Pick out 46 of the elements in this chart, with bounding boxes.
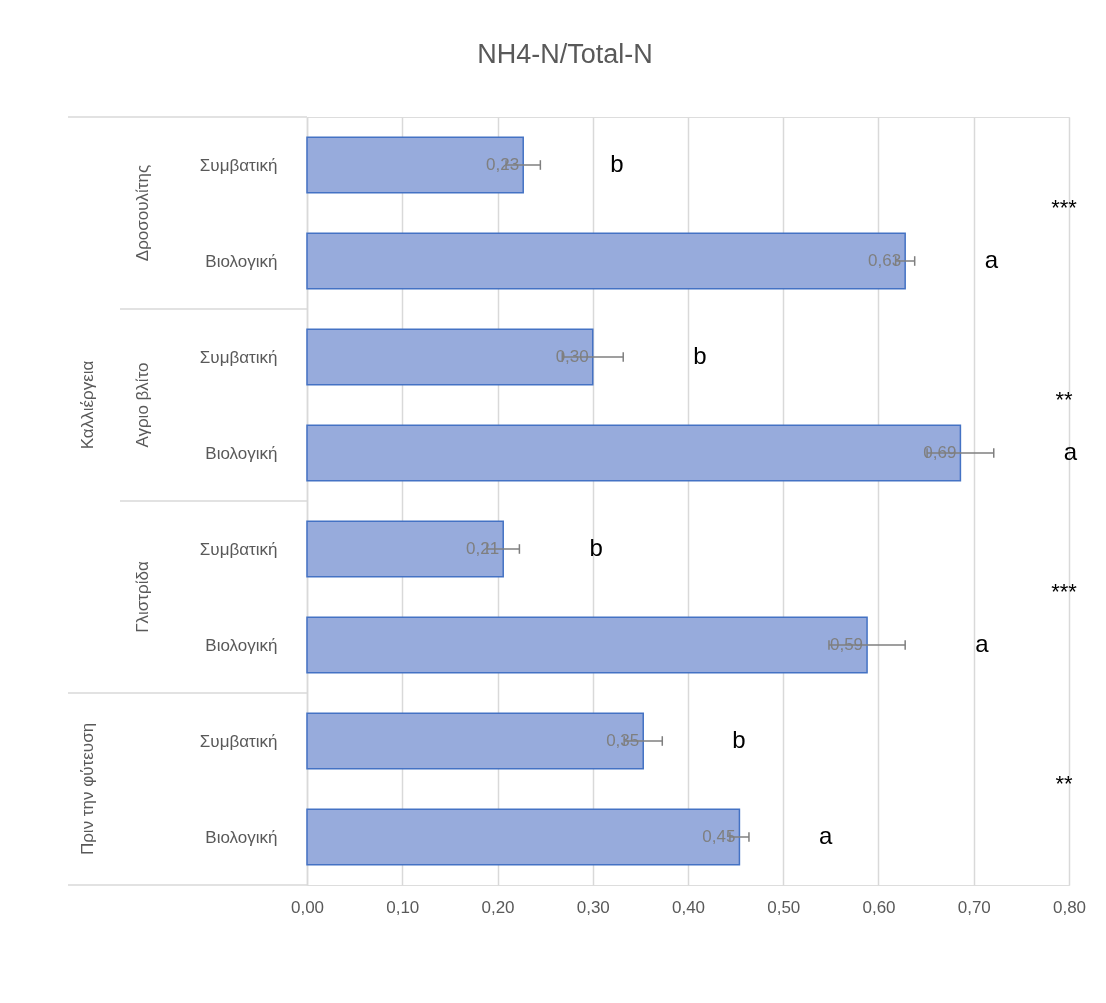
annotation: b: [693, 342, 707, 369]
text: Δροσουλίτης: [133, 164, 152, 262]
bar: [306, 232, 906, 290]
bar: [306, 136, 524, 194]
x-tick-label: 0,50: [767, 897, 801, 917]
x-tick-label: 0,00: [290, 897, 325, 917]
annotation: b: [732, 726, 746, 753]
annotation: b: [589, 534, 603, 561]
x-tick-label: 0,20: [481, 897, 515, 917]
bar: [306, 328, 594, 386]
annotation: a: [818, 822, 833, 849]
x-tick-label: 0,70: [957, 897, 991, 917]
annotation: a: [984, 246, 999, 273]
y-tick-label: Συμβατική: [199, 155, 278, 175]
text: Αγριο βλίτο: [133, 362, 152, 448]
x-tick-label: 0,10: [386, 897, 420, 917]
x-tick-label: 0,80: [1052, 897, 1087, 917]
y-tick-label: Βιολογική: [205, 251, 278, 271]
text: Γλιστρίδα: [133, 561, 152, 633]
x-tick-label: 0,40: [671, 897, 706, 917]
y-tick-label: Βιολογική: [205, 635, 278, 655]
text: Πριν την φύτευση: [78, 722, 97, 856]
annotation: a: [975, 630, 990, 657]
bar: [306, 520, 504, 578]
bar: [306, 424, 962, 482]
y-tick-label: Συμβατική: [199, 539, 278, 559]
annotation: ***: [1051, 579, 1078, 605]
data-label: 0,23: [486, 155, 520, 174]
bar: [306, 808, 741, 866]
y-tick-label: Συμβατική: [199, 731, 278, 751]
annotation: **: [1055, 771, 1073, 797]
annotation: a: [1063, 438, 1078, 465]
text: Καλλιέργεια: [78, 360, 97, 450]
bar: [306, 616, 868, 674]
y-tick-label: Βιολογική: [205, 443, 278, 463]
annotation: ***: [1051, 195, 1078, 221]
chart-title: NH4-N/Total-N: [477, 39, 653, 69]
y-tick-label: Βιολογική: [205, 827, 278, 847]
x-tick-label: 0,60: [862, 897, 896, 917]
data-label: 0,45: [702, 827, 736, 846]
x-tick-label: 0,30: [576, 897, 610, 917]
bar: [306, 712, 644, 770]
y-tick-label: Συμβατική: [199, 347, 278, 367]
annotation: **: [1055, 387, 1073, 413]
data-label: 0,21: [466, 539, 500, 558]
annotation: b: [610, 150, 624, 177]
